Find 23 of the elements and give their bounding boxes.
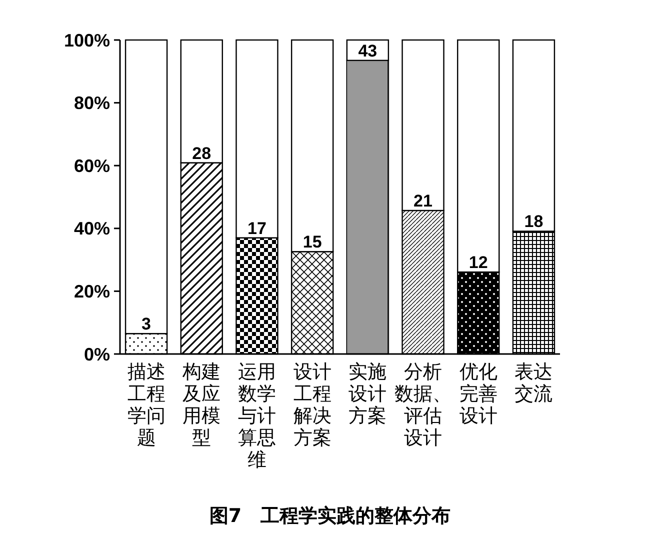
x-tick-label: 分析数据、评估设计 bbox=[394, 361, 452, 449]
annotation: 17 bbox=[248, 218, 266, 238]
annotation: 28 bbox=[192, 144, 212, 163]
annotation: 15 bbox=[302, 232, 322, 252]
annotation: 3 bbox=[142, 314, 152, 334]
annotation: 18 bbox=[524, 212, 544, 232]
annotation: 12 bbox=[468, 253, 488, 272]
y-tick-label: 100% bbox=[64, 30, 110, 50]
y-tick-label: 0% bbox=[84, 344, 110, 364]
y-tick-label: 40% bbox=[74, 218, 110, 239]
annotation: 21 bbox=[414, 192, 432, 210]
y-tick-label: 80% bbox=[74, 93, 110, 114]
x-tick-label: 构建及应用模型 bbox=[182, 361, 221, 449]
x-tick-label: 优化完善设计 bbox=[459, 361, 498, 427]
annotation: 43 bbox=[358, 41, 378, 60]
x-tick-label: 描述工程学问题 bbox=[127, 361, 166, 449]
y-tick-label: 20% bbox=[74, 282, 110, 302]
x-tick-label: 设计工程解决方案 bbox=[293, 361, 332, 449]
y-tick-label: 60% bbox=[74, 156, 110, 176]
x-tick-label: 运用数学与计算思维 bbox=[238, 361, 276, 471]
x-tick-label: 实施设计方案 bbox=[348, 361, 387, 427]
x-tick-label: 表达交流 bbox=[514, 361, 553, 405]
text: 图7 工程学实践的整体分布 bbox=[209, 505, 451, 527]
